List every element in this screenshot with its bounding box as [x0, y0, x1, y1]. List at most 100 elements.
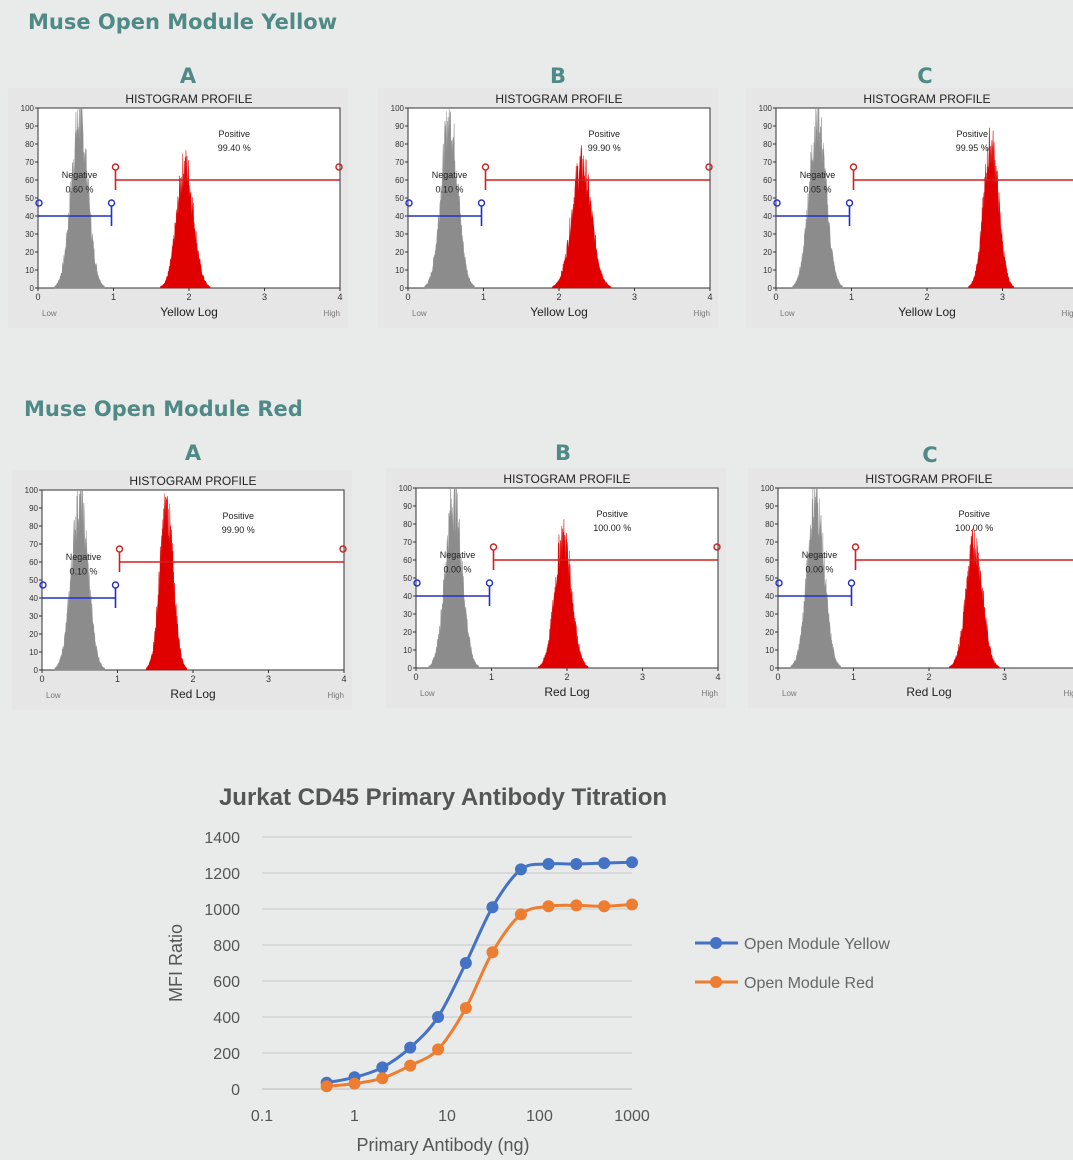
positive-pct: 99.40 % — [218, 143, 251, 153]
y-tick-label: 80 — [763, 140, 772, 149]
y-tick-label: 20 — [25, 248, 34, 257]
titration-svg: Jurkat CD45 Primary Antibody Titration 0 2… — [166, 784, 890, 1155]
histogram-xlabel: Yellow Log — [160, 305, 218, 319]
histogram-title: HISTOGRAM PROFILE — [129, 474, 256, 488]
panel-letter: C — [922, 443, 938, 467]
y-tick-label: 30 — [395, 230, 404, 239]
panel-letter: A — [184, 441, 202, 465]
y-tick-label: 50 — [395, 194, 404, 203]
y-tick-label: 70 — [403, 538, 412, 547]
histogram-title: HISTOGRAM PROFILE — [495, 92, 622, 106]
y-tick-label: 40 — [395, 212, 404, 221]
positive-pct: 99.90 % — [222, 525, 255, 535]
x-tick-label: 3 — [640, 672, 645, 682]
negative-label: Negative — [800, 170, 836, 180]
negative-pct: 0.10 % — [70, 567, 98, 577]
y-tick-label: 0 — [770, 664, 775, 673]
x-tick-label: 1 — [851, 672, 856, 682]
x-tick-label: 4 — [707, 292, 712, 302]
x-tick-label: 2 — [926, 672, 931, 682]
x-tick-label: 3 — [262, 292, 267, 302]
panel-letter: A — [179, 64, 197, 88]
histogram-panel: HISTOGRAM PROFILE 0 10 20 30 40 50 60 70 80 90 100 0… — [748, 468, 1073, 708]
x-tick-label: 2 — [924, 292, 929, 302]
x-low-label: Low — [412, 309, 427, 318]
x-tick-label: 2 — [190, 674, 195, 684]
negative-population — [54, 107, 105, 289]
data-point — [404, 1059, 417, 1072]
x-low-label: Low — [42, 309, 57, 318]
data-point — [320, 1080, 333, 1093]
histogram-panel: HISTOGRAM PROFILE 0 10 20 30 40 50 60 70 80 90 100 0… — [8, 88, 348, 328]
positive-gate-handle — [111, 163, 120, 171]
y-tick-label: 90 — [25, 122, 34, 131]
histogram-xlabel: Red Log — [906, 685, 951, 699]
y-tick-label: 50 — [25, 194, 34, 203]
legend-marker — [710, 976, 722, 988]
y-tick-label: 40 — [29, 594, 38, 603]
data-point — [459, 1002, 472, 1014]
negative-gate-handle — [35, 199, 43, 207]
histogram-panel: HISTOGRAM PROFILE 0 10 20 30 40 50 60 70 80 90 100 0… — [746, 88, 1073, 328]
x-axis-label: Primary Antibody (ng) — [356, 1135, 529, 1155]
y-tick-label: 90 — [763, 122, 772, 131]
negative-pct: 0.60 % — [66, 185, 94, 195]
data-point — [486, 901, 499, 914]
y-tick-label: 100 — [759, 104, 773, 113]
y-tick-label: 60 — [763, 176, 772, 185]
x-high-label: High — [702, 689, 718, 698]
histogram-svg: HISTOGRAM PROFILE01020304050607080901000… — [25, 474, 347, 701]
x-low-label: Low — [780, 309, 795, 318]
histogram-xlabel: Yellow Log — [898, 305, 956, 319]
x-tick-label: 1 — [481, 292, 486, 302]
positive-label: Positive — [959, 509, 991, 519]
series-line — [326, 860, 633, 1085]
data-point — [570, 858, 583, 870]
x-tick-label: 4 — [715, 672, 720, 682]
y-tick-label: 70 — [765, 538, 774, 547]
y-tick-label: 70 — [763, 158, 772, 167]
negative-pct: 0.00 % — [444, 565, 472, 575]
y-tick-label: 60 — [25, 176, 34, 185]
histogram-title: HISTOGRAM PROFILE — [863, 92, 990, 106]
y-tick-label: 0 — [30, 284, 35, 293]
y-tick-label: 10 — [763, 266, 772, 275]
data-point — [348, 1077, 361, 1090]
y-tick-label: 0 — [231, 1082, 240, 1099]
positive-population — [552, 145, 612, 289]
negative-gate-handle — [775, 579, 783, 587]
x-tick-label: 0 — [413, 672, 418, 682]
panel-letter: C — [917, 64, 933, 88]
y-tick-label: 1200 — [204, 866, 240, 883]
y-tick-label: 40 — [765, 592, 774, 601]
x-low-label: Low — [782, 689, 797, 698]
x-tick-label: 4 — [337, 292, 342, 302]
y-tick-label: 0 — [34, 666, 39, 675]
y-tick-label: 100 — [761, 484, 775, 493]
negative-gate-handle — [485, 579, 494, 587]
negative-gate-handle — [405, 199, 413, 207]
data-point — [486, 946, 499, 959]
y-tick-label: 10 — [29, 648, 38, 657]
data-point — [432, 1043, 445, 1056]
y-tick-label: 70 — [25, 158, 34, 167]
data-point — [542, 858, 555, 870]
data-point — [514, 863, 527, 876]
x-high-label: High — [328, 691, 344, 700]
panel-letter: B — [554, 441, 571, 465]
positive-population — [160, 150, 211, 289]
positive-pct: 100.00 % — [955, 523, 993, 533]
y-tick-label: 100 — [21, 104, 35, 113]
x-high-label: High — [324, 309, 340, 318]
chart-title: Jurkat CD45 Primary Antibody Titration — [219, 784, 667, 811]
positive-population — [145, 493, 188, 671]
x-tick-label: 3 — [632, 292, 637, 302]
y-tick-label: 30 — [29, 612, 38, 621]
y-tick-label: 400 — [213, 1010, 240, 1027]
y-tick-label: 80 — [403, 520, 412, 529]
x-low-label: Low — [46, 691, 61, 700]
y-tick-label: 600 — [213, 974, 240, 991]
y-tick-label: 60 — [765, 556, 774, 565]
y-tick-label: 20 — [403, 628, 412, 637]
y-tick-label: 80 — [25, 140, 34, 149]
